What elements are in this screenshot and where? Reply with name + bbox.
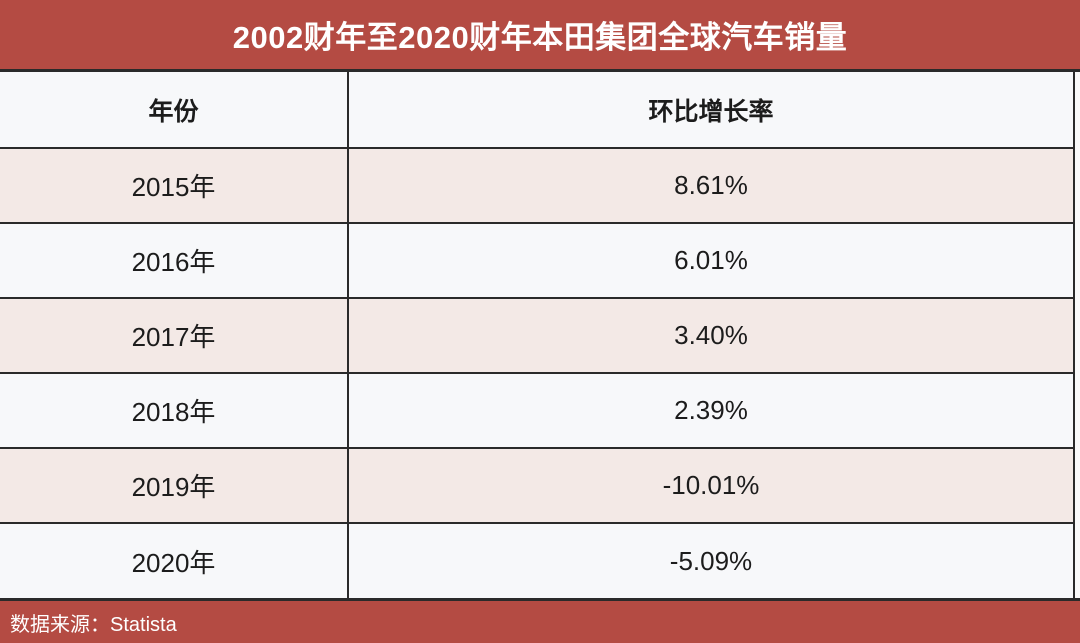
column-header-growth-rate: 环比增长率	[348, 72, 1074, 149]
table-row: 2015年 8.61%	[0, 148, 1074, 224]
column-header-year: 年份	[0, 72, 349, 149]
year-cell: 2020年	[0, 523, 349, 598]
year-cell: 2018年	[0, 373, 349, 449]
growth-cell: 8.61%	[348, 148, 1074, 224]
chart-title: 2002财年至2020财年本田集团全球汽车销量	[0, 0, 1080, 72]
header-row: 年份 环比增长率	[0, 72, 1074, 149]
year-cell: 2017年	[0, 298, 349, 374]
year-cell: 2019年	[0, 448, 349, 524]
year-cell: 2015年	[0, 148, 349, 224]
table-row: 2016年 6.01%	[0, 223, 1074, 299]
growth-cell: 3.40%	[348, 298, 1074, 374]
year-cell: 2016年	[0, 223, 349, 299]
growth-cell: 6.01%	[348, 223, 1074, 299]
growth-cell: 2.39%	[348, 373, 1074, 449]
growth-cell: -10.01%	[348, 448, 1074, 524]
growth-rate-table: 年份 环比增长率 2015年 8.61% 2016年 6.01% 2017年 3…	[0, 72, 1075, 598]
table-row: 2018年 2.39%	[0, 373, 1074, 449]
source-footer: 数据来源：Statista	[0, 598, 1080, 643]
table-row: 2017年 3.40%	[0, 298, 1074, 374]
table-row: 2020年 -5.09%	[0, 523, 1074, 598]
source-text: 数据来源：Statista	[10, 613, 177, 636]
table-row: 2019年 -10.01%	[0, 448, 1074, 524]
growth-cell: -5.09%	[669, 545, 753, 576]
